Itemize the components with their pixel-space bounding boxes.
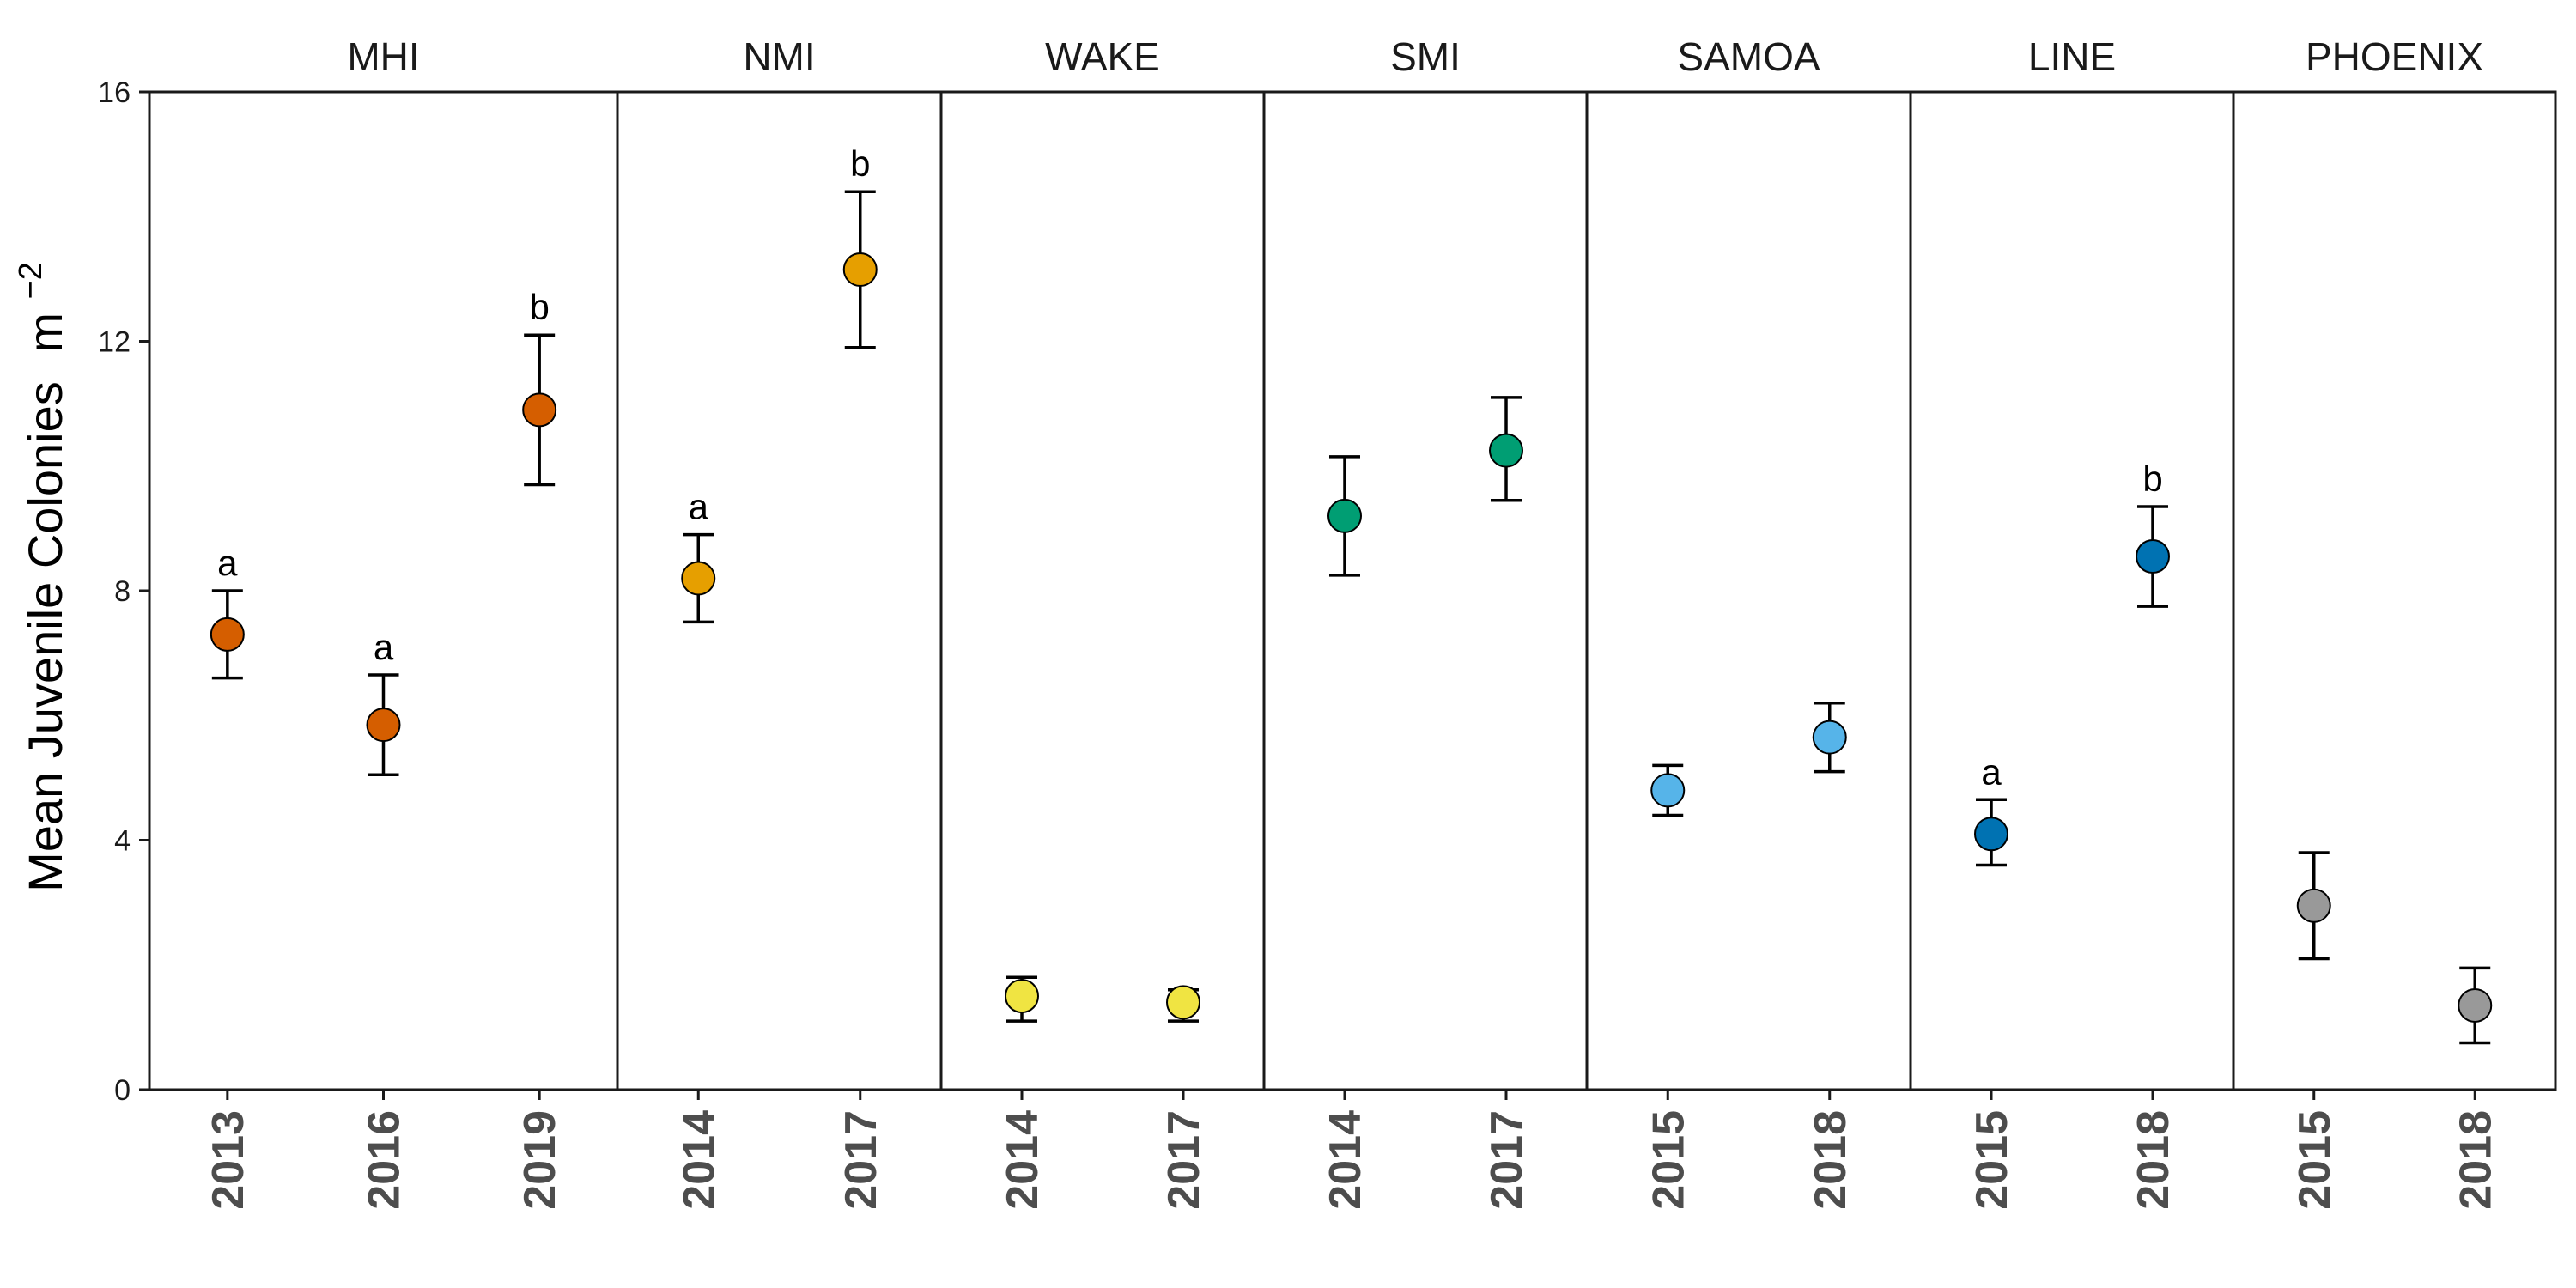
data-point-group: b [842, 143, 878, 349]
data-point [366, 708, 401, 743]
significance-letter: a [374, 627, 394, 667]
significance-letter: b [850, 143, 870, 184]
significance-letter: a [689, 487, 709, 527]
panel-label-wake: WAKE [1045, 34, 1160, 79]
x-tick-label: 2014 [998, 1110, 1048, 1210]
x-tick-label: 2017 [1159, 1110, 1209, 1210]
x-tick-label: 2015 [1643, 1110, 1693, 1210]
data-point-group: b [2136, 459, 2170, 608]
plot-border [148, 90, 2557, 1091]
data-point-group [1650, 763, 1686, 817]
x-tick-label: 2017 [1482, 1110, 1532, 1210]
panel-label-mhi: MHI [347, 34, 419, 79]
data-point-group [2296, 851, 2331, 961]
panel-label-line: LINE [2028, 34, 2116, 79]
data-point-group: b [522, 287, 557, 487]
panel-label-nmi: NMI [743, 34, 815, 79]
y-tick-label: 12 [98, 326, 131, 359]
data-point-group [1327, 455, 1362, 577]
data-point [1327, 498, 1362, 533]
y-axis-unit: m [18, 313, 72, 353]
data-point [681, 561, 716, 596]
data-point-group [1812, 701, 1847, 774]
y-tick-label: 16 [98, 76, 131, 109]
data-point [1974, 817, 2008, 852]
x-tick-label: 2014 [1321, 1110, 1370, 1210]
data-point [1166, 985, 1200, 1020]
data-point [210, 617, 245, 652]
x-tick-label: 2018 [2129, 1110, 2178, 1210]
y-tick-label: 8 [114, 575, 131, 608]
data-point-group: a [681, 487, 716, 624]
frame-layer [148, 90, 2557, 1091]
axis-layer: 0 4 8 12 16 MHI 2013 2016 2019 NMI 2014 2017 WAKE 201… [98, 34, 2500, 1210]
data-layer: a a b a b a b [210, 143, 2493, 1045]
x-tick-label: 2018 [2451, 1110, 2500, 1210]
x-tick-label: 2018 [1806, 1110, 1856, 1210]
data-point-group [1489, 396, 1523, 502]
significance-letter: a [1981, 751, 2002, 792]
data-point-group [1005, 975, 1039, 1023]
data-point [1812, 720, 1847, 755]
x-tick-label: 2015 [1967, 1110, 2017, 1210]
data-point [1489, 433, 1523, 468]
y-tick-label: 0 [114, 1074, 131, 1107]
x-tick-label: 2013 [204, 1110, 253, 1210]
y-axis-unit-exponent: −2 [13, 262, 49, 299]
panel-label-samoa: SAMOA [1677, 34, 1820, 79]
panel-label-smi: SMI [1390, 34, 1461, 79]
y-axis-title: Mean Juvenile Colonies m −2 [13, 262, 72, 892]
x-tick-label: 2016 [360, 1110, 410, 1210]
y-tick-label: 4 [114, 825, 131, 858]
x-tick-label: 2014 [674, 1110, 724, 1210]
data-point [842, 252, 878, 287]
x-tick-label: 2015 [2290, 1110, 2340, 1210]
panel-label-phoenix: PHOENIX [2306, 34, 2483, 79]
significance-letter: a [217, 543, 238, 583]
data-point-group: a [366, 627, 401, 776]
significance-letter: b [2142, 459, 2162, 499]
data-point-group: a [210, 543, 245, 680]
data-point [522, 392, 557, 428]
data-point [2136, 539, 2170, 574]
significance-letter: b [529, 287, 549, 327]
x-tick-label: 2019 [515, 1110, 565, 1210]
data-point-group [1166, 985, 1200, 1023]
x-tick-label: 2017 [836, 1110, 886, 1210]
y-axis-title-text: Mean Juvenile Colonies [18, 381, 72, 892]
data-point [2458, 987, 2493, 1023]
data-point-group: a [1974, 751, 2008, 867]
data-point [1650, 773, 1686, 808]
data-point [2296, 888, 2331, 923]
data-point [1005, 979, 1039, 1014]
data-point-group [2458, 966, 2493, 1045]
